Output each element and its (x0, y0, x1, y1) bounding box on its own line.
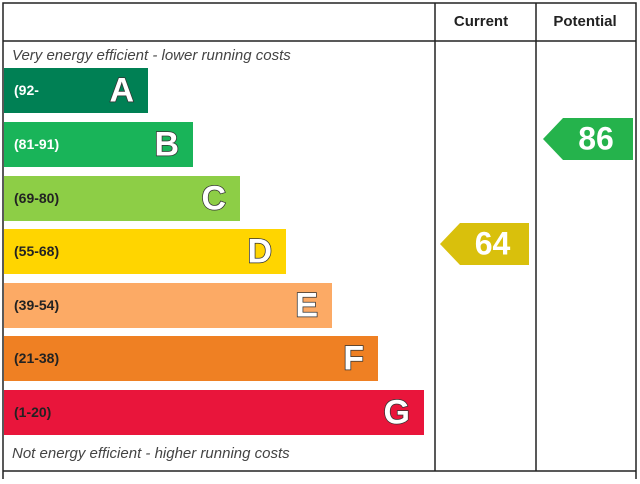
potential-header: Potential (553, 13, 616, 30)
band-letter: E (295, 286, 318, 324)
potential-value: 86 (578, 120, 614, 156)
top-note: Very energy efficient - lower running co… (12, 47, 291, 64)
potential-arrow (543, 118, 633, 160)
band-range: (55-68) (14, 243, 59, 259)
band-range: (21-38) (14, 350, 59, 366)
band-range: (69-80) (14, 190, 59, 206)
band-letter: C (201, 179, 226, 217)
band-bar (4, 176, 240, 221)
band-letter: F (343, 339, 364, 377)
band-bar (4, 122, 193, 167)
band-range: (39-54) (14, 297, 59, 313)
band-bar (4, 68, 148, 113)
current-arrow (440, 223, 529, 265)
band-range: (1-20) (14, 404, 51, 420)
band-range: (81-91) (14, 136, 59, 152)
current-value: 64 (475, 225, 511, 261)
band-bar (4, 336, 378, 381)
band-letter: D (247, 232, 272, 270)
band-letter: G (384, 393, 410, 431)
band-letter: A (109, 71, 134, 109)
band-bar (4, 283, 332, 328)
bottom-note: Not energy efficient - higher running co… (12, 445, 290, 462)
current-header: Current (454, 13, 508, 30)
band-bar (4, 229, 286, 274)
band-bar (4, 390, 424, 435)
band-letter: B (154, 125, 179, 163)
band-range: (92- (14, 82, 39, 98)
